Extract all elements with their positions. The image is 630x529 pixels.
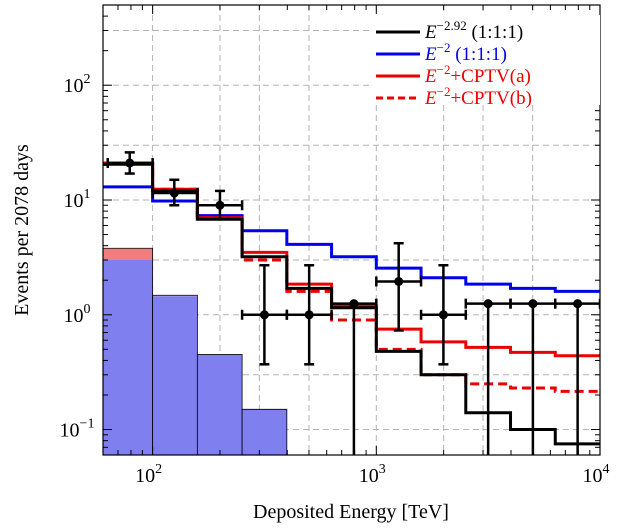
atm-mu-bar	[197, 354, 243, 455]
x-tick-label: 103	[359, 462, 386, 487]
legend-box	[370, 15, 600, 105]
background-histogram	[103, 247, 288, 455]
x-axis-label: Deposited Energy [TeV]	[253, 501, 449, 523]
y-tick-label: 102	[64, 72, 91, 97]
data-point	[483, 299, 493, 309]
legend-label: E−2 (1:1:1)	[424, 40, 507, 65]
background-bar-outline	[196, 354, 243, 455]
atm-nu-bar	[152, 295, 198, 297]
legend-label: E−2+CPTV(a)	[424, 62, 531, 87]
data-point	[259, 310, 269, 320]
y-tick-label: 101	[64, 187, 91, 212]
background-bar-outline	[241, 408, 288, 455]
atm-mu-bar	[242, 409, 287, 455]
legend: E−2.92 (1:1:1)E−2 (1:1:1)E−2+CPTV(a)E−2+…	[370, 15, 600, 109]
y-axis-label: Events per 2078 days	[11, 144, 33, 316]
data-point	[125, 158, 135, 168]
x-tick-label: 102	[135, 462, 162, 487]
atm-nu-bar	[103, 248, 153, 261]
tick-labels: 102 103 104 10−1 100 101 102	[60, 72, 610, 487]
data-point	[169, 188, 179, 198]
plot-frame	[102, 4, 601, 456]
atm-mu-bar	[152, 296, 198, 455]
y-tick-label: 10−1	[60, 417, 95, 442]
atm-mu-bar	[103, 260, 153, 455]
data-point	[528, 299, 538, 309]
data-point	[573, 299, 583, 309]
data-point	[349, 299, 359, 309]
series-line	[103, 185, 600, 293]
y-tick-label: 100	[64, 302, 91, 327]
x-tick-label: 104	[583, 462, 610, 487]
legend-label: E−2.92 (1:1:1)	[424, 18, 523, 43]
data-points	[106, 151, 600, 455]
data-point	[394, 276, 404, 286]
legend-label: E−2+CPTV(b)	[424, 84, 532, 109]
data-point	[304, 310, 314, 320]
data-point	[215, 200, 225, 210]
data-point	[438, 310, 448, 320]
